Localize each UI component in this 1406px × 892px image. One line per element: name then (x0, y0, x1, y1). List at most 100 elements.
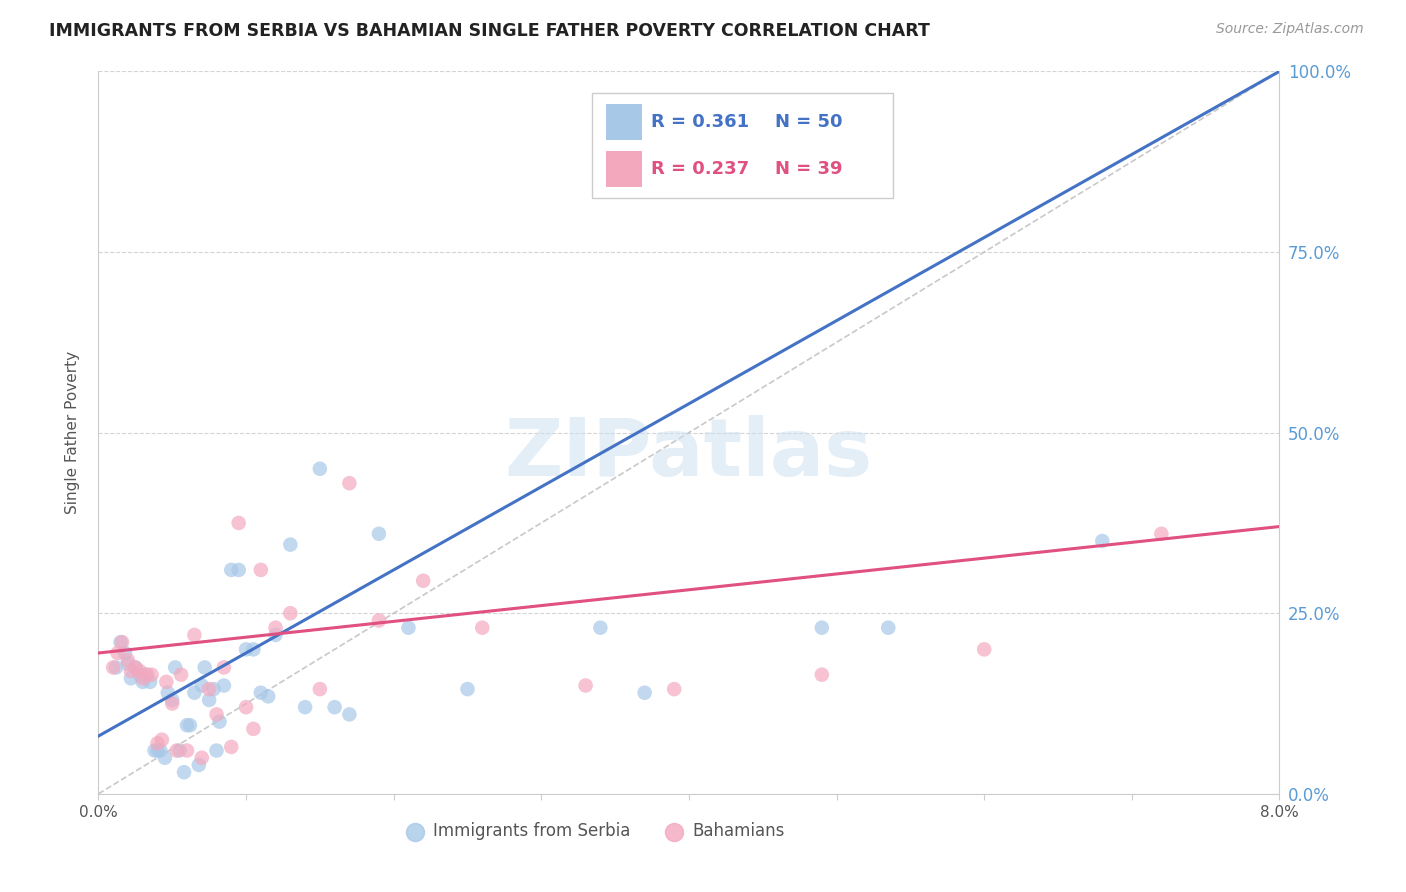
Text: R = 0.361: R = 0.361 (651, 113, 749, 131)
Point (202, 682, 225, 697)
Point (162, 697, 183, 711)
Point (120, 671, 142, 685)
Point (132, 674, 155, 689)
Point (250, 686, 273, 700)
Point (155, 674, 177, 689)
Point (128, 667, 150, 681)
FancyBboxPatch shape (606, 151, 641, 187)
Text: N = 39: N = 39 (775, 160, 842, 178)
Point (150, 732, 173, 747)
Point (664, 682, 686, 697)
Point (457, 682, 479, 697)
Text: IMMIGRANTS FROM SERBIA VS BAHAMIAN SINGLE FATHER POVERTY CORRELATION CHART: IMMIGRANTS FROM SERBIA VS BAHAMIAN SINGL… (49, 22, 931, 40)
Point (153, 751, 176, 765)
Point (221, 739, 243, 754)
Point (257, 690, 280, 704)
Point (191, 678, 214, 692)
Point (339, 476, 361, 491)
Text: ZIPatlas: ZIPatlas (505, 416, 873, 493)
Legend: Immigrants from Serbia, Bahamians: Immigrants from Serbia, Bahamians (398, 815, 792, 847)
Point (250, 563, 273, 577)
Point (143, 743, 166, 757)
Point (235, 700, 257, 714)
Text: R = 0.237: R = 0.237 (651, 160, 749, 178)
Point (242, 642, 264, 657)
Point (187, 758, 209, 772)
Point (136, 667, 159, 681)
Point (146, 743, 169, 757)
Point (973, 642, 995, 657)
Point (173, 765, 195, 780)
Point (221, 563, 243, 577)
Point (280, 607, 302, 621)
Point (169, 743, 191, 757)
Point (124, 660, 146, 674)
Point (107, 646, 129, 660)
Y-axis label: Single Father Poverty: Single Father Poverty (65, 351, 80, 514)
Point (176, 718, 198, 732)
Point (264, 628, 287, 642)
Point (309, 462, 332, 476)
Point (228, 563, 250, 577)
Point (323, 700, 346, 714)
Point (877, 621, 900, 635)
Point (166, 743, 188, 757)
Point (162, 693, 183, 707)
Point (156, 686, 179, 700)
Point (339, 707, 361, 722)
Point (1091, 533, 1114, 548)
Point (471, 621, 494, 635)
Text: Source: ZipAtlas.com: Source: ZipAtlas.com (1216, 22, 1364, 37)
Point (811, 667, 834, 681)
Point (110, 635, 132, 649)
Point (212, 678, 235, 692)
Point (103, 660, 125, 674)
Point (194, 660, 217, 674)
Point (205, 707, 228, 722)
Point (811, 621, 834, 635)
Point (132, 671, 155, 685)
Point (198, 682, 221, 697)
Point (294, 700, 316, 714)
Point (309, 682, 332, 697)
Point (179, 718, 201, 732)
Point (1150, 526, 1173, 541)
Point (114, 646, 136, 660)
Point (183, 628, 205, 642)
Point (105, 660, 128, 674)
Point (228, 516, 250, 530)
Point (264, 621, 287, 635)
Point (575, 678, 598, 692)
Point (128, 664, 150, 678)
Point (117, 657, 139, 671)
Point (205, 743, 228, 757)
Point (634, 686, 657, 700)
Point (135, 667, 157, 681)
Point (120, 664, 142, 678)
Point (111, 635, 134, 649)
Point (141, 667, 163, 681)
Point (139, 674, 162, 689)
FancyBboxPatch shape (592, 93, 893, 198)
Point (165, 660, 187, 674)
FancyBboxPatch shape (606, 103, 641, 140)
Text: N = 50: N = 50 (775, 113, 842, 131)
Point (146, 736, 169, 750)
Point (149, 743, 172, 757)
Point (235, 642, 257, 657)
Point (212, 660, 235, 674)
Point (176, 743, 198, 757)
Point (280, 538, 302, 552)
Point (398, 621, 420, 635)
Point (170, 667, 193, 681)
Point (117, 653, 139, 667)
Point (183, 686, 205, 700)
Point (208, 714, 231, 729)
Point (368, 526, 391, 541)
Point (242, 722, 264, 736)
Point (412, 574, 434, 588)
Point (198, 693, 221, 707)
Point (589, 621, 612, 635)
Point (368, 614, 391, 628)
Point (191, 751, 214, 765)
